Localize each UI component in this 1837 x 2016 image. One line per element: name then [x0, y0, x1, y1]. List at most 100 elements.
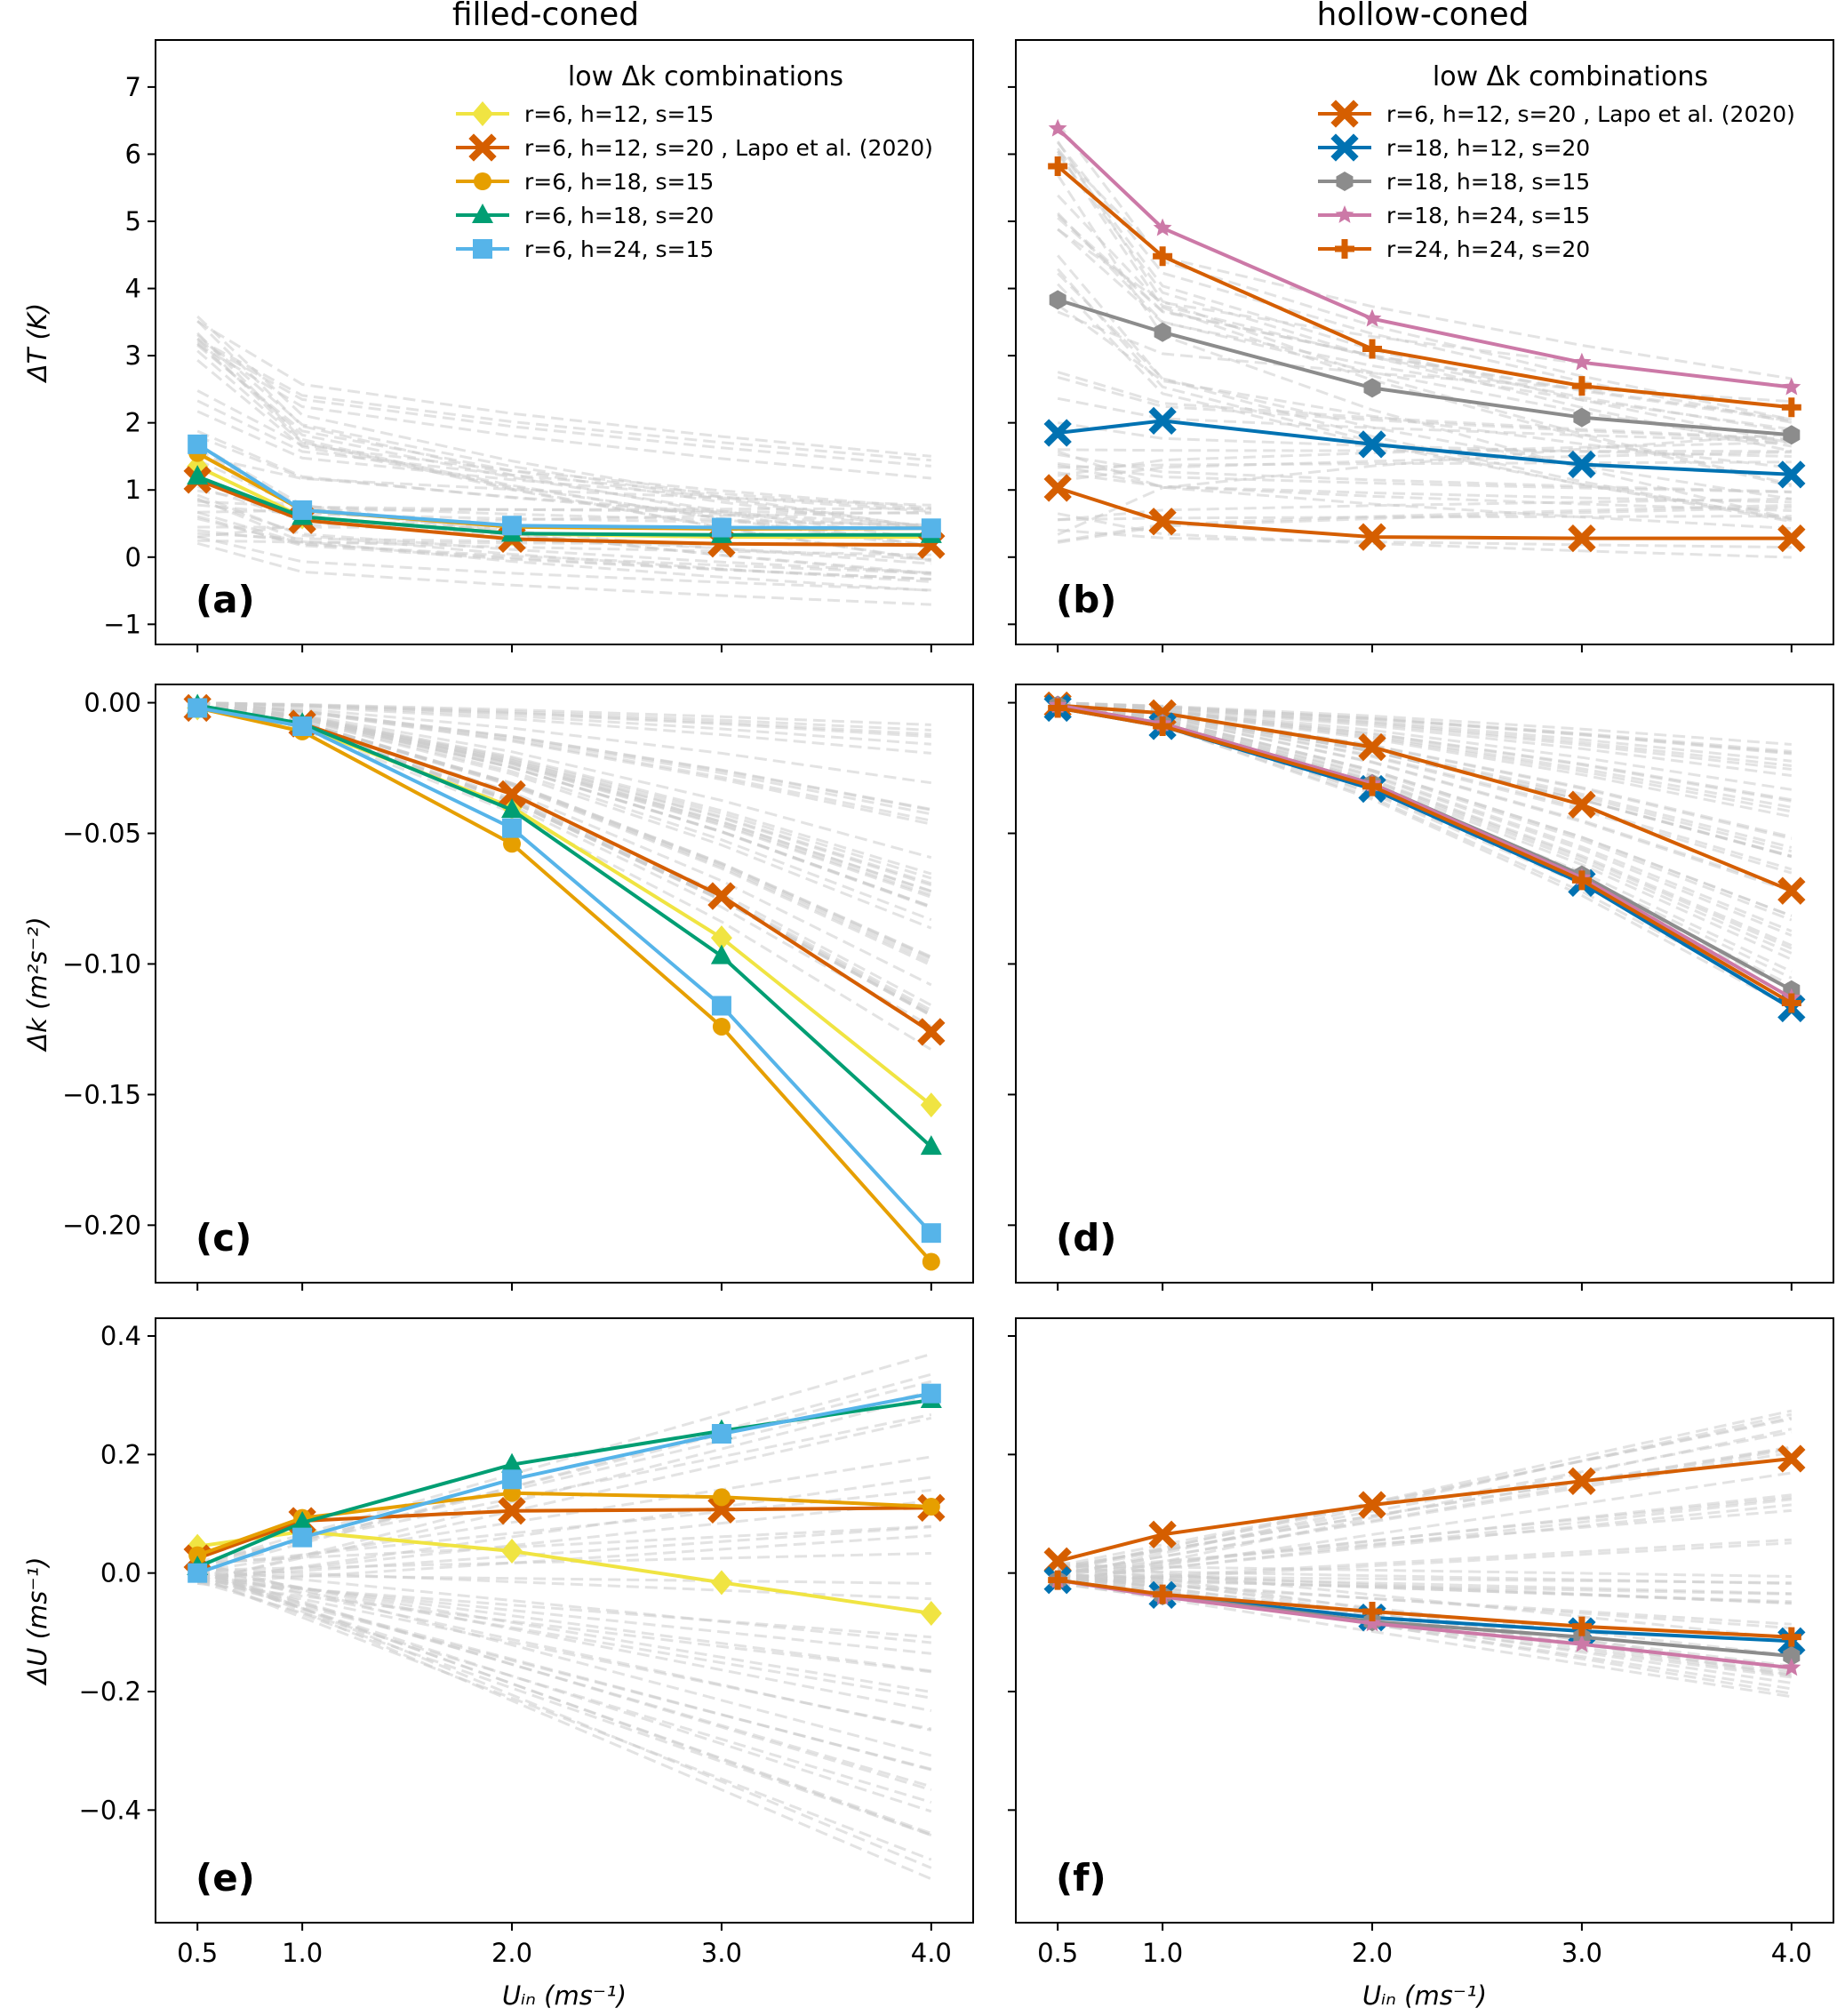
- legend: low Δk combinations r=6, h=12, s=20 , Lap…: [1318, 61, 1795, 262]
- data-point-marker: [1572, 352, 1592, 371]
- x-tick-label: 4.0: [911, 1938, 952, 1968]
- data-point-marker: [1048, 156, 1068, 177]
- x-tick-label: 0.5: [177, 1938, 218, 1968]
- background-run-line: [1057, 1412, 1793, 1578]
- y-tick-label: 7: [125, 72, 141, 102]
- data-point-marker: [711, 517, 731, 538]
- legend-label: r=6, h=18, s=20: [524, 203, 714, 228]
- series-r-6-h-24-s-15: [188, 698, 941, 1244]
- data-point-marker: [1568, 1467, 1596, 1495]
- background-run-line: [196, 1574, 932, 1772]
- y-tick-label: 6: [125, 139, 141, 169]
- data-point-marker: [1782, 1658, 1801, 1676]
- legend-marker: [472, 101, 493, 126]
- panel-e: −0.4 −0.2 0.0 0.2 0.4 0.5 1.0 2.0 3.0 4.0 ΔU (ms⁻¹…: [22, 1317, 974, 2011]
- background-run-line: [1057, 1446, 1793, 1569]
- data-point-marker: [187, 465, 209, 485]
- data-point-marker: [712, 1017, 731, 1036]
- data-point-marker: [1572, 1634, 1592, 1652]
- legend-marker: [1330, 133, 1359, 162]
- background-run-line: [1057, 283, 1793, 521]
- background-run-line: [1057, 701, 1793, 1004]
- background-runs: [1057, 701, 1793, 1010]
- y-tick-label: −0.15: [62, 1079, 141, 1109]
- background-run-line: [196, 1394, 932, 1584]
- x-axis-label: Uᵢₙ (ms⁻¹): [1362, 1980, 1487, 2011]
- data-point-marker: [1153, 1584, 1173, 1604]
- data-point-marker: [711, 996, 731, 1016]
- legend-label: r=18, h=12, s=20: [1386, 135, 1590, 161]
- series-r-18-h-12-s-20: [1043, 693, 1806, 1023]
- background-run-line: [196, 535, 931, 592]
- x-tick-label: 3.0: [701, 1938, 742, 1968]
- data-point-marker: [1362, 776, 1383, 796]
- axes-frame: [155, 684, 974, 1284]
- data-point-marker: [1362, 339, 1383, 359]
- series-r-6-h-24-s-15: [188, 434, 941, 539]
- legend-marker: [1335, 205, 1354, 223]
- background-run-line: [1058, 701, 1793, 809]
- background-run-line: [196, 701, 932, 959]
- panel-label: (a): [196, 578, 255, 621]
- background-run-line: [196, 1575, 932, 1861]
- background-run-line: [1058, 1571, 1792, 1657]
- background-run-line: [1057, 701, 1793, 917]
- data-point-marker: [1043, 1547, 1072, 1575]
- data-point-marker: [1362, 1602, 1383, 1621]
- panel-b: (b) low Δk combinations r=6, h=12, s=20 , …: [1008, 39, 1834, 652]
- background-run-line: [1057, 254, 1793, 522]
- legend-marker: [472, 204, 493, 223]
- y-tick-label: −1: [103, 609, 141, 639]
- legend-item: r=6, h=12, s=20 , Lapo et al. (2020): [456, 133, 933, 162]
- data-point-marker: [921, 1223, 941, 1244]
- data-point-marker: [1043, 474, 1072, 502]
- background-run-line: [196, 541, 931, 606]
- legend-label: r=6, h=24, s=15: [524, 236, 714, 262]
- legend-marker: [1330, 100, 1359, 128]
- background-run-line: [196, 410, 931, 513]
- y-tick-label: −0.2: [79, 1676, 141, 1707]
- x-axis-label: Uᵢₙ (ms⁻¹): [502, 1980, 627, 2011]
- y-tick-label: 5: [125, 206, 141, 236]
- data-point-marker: [920, 1601, 942, 1626]
- background-run-line: [196, 701, 932, 1018]
- axes-frame: [155, 39, 974, 645]
- data-point-marker: [1358, 732, 1386, 762]
- data-point-marker: [1363, 378, 1381, 398]
- y-tick-label: 0: [125, 542, 141, 572]
- background-run-line: [196, 315, 932, 530]
- data-point-marker: [712, 1488, 731, 1507]
- background-run-line: [196, 701, 932, 908]
- data-point-marker: [1573, 407, 1591, 428]
- data-point-marker: [1571, 376, 1592, 396]
- background-run-line: [196, 320, 931, 458]
- panel-label: (f): [1056, 1856, 1106, 1900]
- data-point-marker: [1568, 524, 1596, 553]
- legend-item: r=6, h=18, s=15: [456, 169, 714, 195]
- background-run-line: [196, 701, 932, 967]
- legend-item: r=6, h=18, s=20: [456, 203, 714, 228]
- data-point-marker: [1148, 406, 1177, 436]
- background-run-line: [197, 701, 932, 811]
- legend-label: r=6, h=12, s=20 , Lapo et al. (2020): [1386, 101, 1795, 127]
- background-run-line: [196, 1569, 932, 1792]
- legend-label: r=18, h=18, s=15: [1386, 169, 1590, 195]
- legend-item: r=18, h=24, s=15: [1318, 203, 1590, 228]
- legend-label: r=18, h=24, s=15: [1386, 203, 1590, 228]
- background-run-line: [196, 1455, 932, 1573]
- series-r-6-h-12-s-20-lapo-et-al-2020: [1043, 474, 1806, 553]
- y-tick-label: 0.2: [100, 1439, 141, 1469]
- background-run-line: [196, 1580, 932, 1804]
- x-tick-label: 2.0: [491, 1938, 532, 1968]
- y-tick-label: 4: [125, 274, 141, 304]
- data-point-marker: [188, 1563, 208, 1583]
- data-point-marker: [188, 698, 208, 718]
- y-tick-label: 3: [125, 340, 141, 371]
- data-point-marker: [502, 1469, 523, 1490]
- background-run-line: [197, 701, 932, 887]
- background-run-line: [1058, 701, 1793, 813]
- background-run-line: [196, 333, 931, 529]
- data-point-marker: [917, 1018, 946, 1046]
- data-point-marker: [1777, 1444, 1806, 1473]
- legend-title: low Δk combinations: [568, 61, 843, 92]
